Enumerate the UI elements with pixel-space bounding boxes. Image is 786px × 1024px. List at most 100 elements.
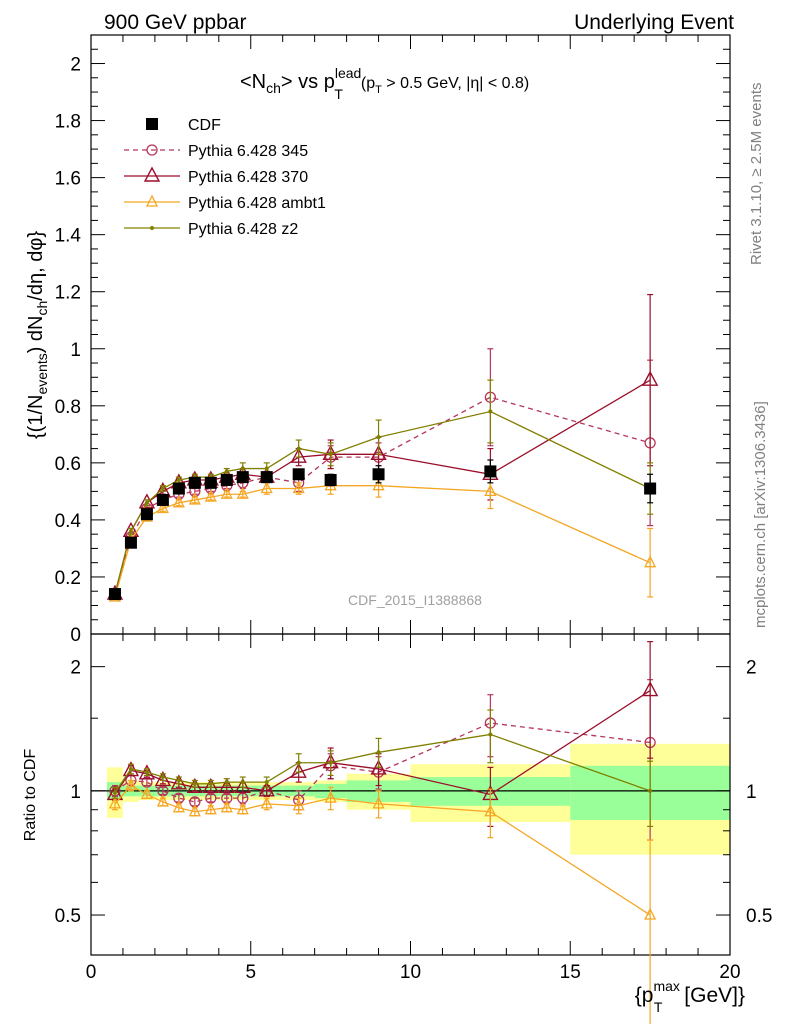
main-point-cdf <box>260 471 273 484</box>
ratio-point-ambt1 <box>140 787 153 800</box>
main-y-tick-label: 1.8 <box>55 112 81 133</box>
ratio-point-z2 <box>208 781 213 786</box>
ratio-point-p370 <box>186 777 204 793</box>
title-lead-sup: lead <box>335 65 361 81</box>
title-n-sub: ch <box>266 80 281 96</box>
mcplots-label: mcplots.cern.ch [arXiv:1306.3436] <box>752 401 769 628</box>
main-y-tick-label: 1.2 <box>55 283 81 304</box>
main-point-z2 <box>224 469 229 474</box>
ratio-point-z2 <box>240 780 245 785</box>
main-y-tick-label: 0 <box>70 625 81 646</box>
ratio-point-z2 <box>488 732 493 737</box>
header-left-label: 900 GeV ppbar <box>104 11 246 34</box>
ratio-point-p370 <box>170 774 188 790</box>
ratio-point-ambt1 <box>484 804 497 817</box>
title-n: <N <box>240 71 266 93</box>
main-point-z2 <box>176 477 181 482</box>
ratio-point-ambt1 <box>236 802 249 815</box>
main-point-cdf <box>236 471 249 484</box>
main-point-cdf <box>644 482 657 495</box>
main-point-cdf <box>220 473 233 486</box>
ratio-point-z2 <box>144 770 149 775</box>
main-y-tick-label: 1.4 <box>55 226 82 247</box>
ratio-point-ambt1 <box>644 907 657 920</box>
main-point-ambt1 <box>188 492 201 505</box>
main-point-ambt1 <box>220 486 233 499</box>
x-tick-label: 0 <box>86 962 97 983</box>
x-tick-label: 5 <box>245 962 256 983</box>
legend-marker-cdf <box>146 118 158 130</box>
main-point-ambt1 <box>204 489 217 502</box>
ratio-point-ambt1 <box>292 798 305 811</box>
main-point-cdf <box>484 465 497 478</box>
main-panel-frame <box>90 34 731 635</box>
legend-label-ambt1: Pythia 6.428 ambt1 <box>188 195 326 212</box>
main-point-p370 <box>370 444 387 460</box>
legend: CDF Pythia 6.428 345 Pythia 6.428 370 Pythi… <box>124 117 326 238</box>
main-point-z2 <box>144 500 149 505</box>
header-right-label: Underlying Event <box>574 11 734 34</box>
main-y-axis-label: {(1/Nevents) dNch/dη, dφ} <box>25 231 50 439</box>
main-point-p370 <box>138 493 156 509</box>
ratio-point-z2 <box>264 780 269 785</box>
ratio-point-p370 <box>234 777 251 793</box>
main-y-tick-label: 2 <box>70 55 81 76</box>
ratio-point-z2 <box>376 750 381 755</box>
main-point-ambt1 <box>156 501 169 514</box>
ratio-point-ambt1 <box>220 800 233 813</box>
ratio-y-axis-label: Ratio to CDF <box>22 749 39 842</box>
main-y-tick-label: 0.8 <box>55 397 81 418</box>
ratio-point-ambt1 <box>108 796 122 809</box>
title-cut-sub: T <box>375 84 382 96</box>
main-point-z2 <box>160 486 165 491</box>
legend-label-z2: Pythia 6.428 z2 <box>188 221 298 238</box>
x-tick-label: 20 <box>719 962 740 983</box>
legend-marker-p370 <box>143 166 161 182</box>
main-point-z2 <box>296 446 301 451</box>
main-point-ambt1 <box>172 495 185 508</box>
ratio-y-tick-label-left: 2 <box>70 658 81 679</box>
main-series-cdf <box>108 459 657 601</box>
x-tick-label: 10 <box>400 962 421 983</box>
x-tick-label: 15 <box>560 962 581 983</box>
ratio-y-tick-label-right: 1 <box>746 782 757 803</box>
ratio-point-z2 <box>128 766 133 771</box>
main-point-p370 <box>641 370 659 386</box>
main-y-tick-label: 1.6 <box>55 169 81 190</box>
ratio-series-p370 <box>106 641 659 827</box>
ratio-point-ambt1 <box>172 800 185 813</box>
ratio-point-ambt1 <box>124 778 137 791</box>
main-point-cdf <box>140 508 153 521</box>
legend-marker-p345 <box>146 144 158 156</box>
ratio-series-ambt1 <box>108 778 657 1024</box>
plot-title: <Nch> vs plead T(pT > 0.5 GeV, |η| < 0.8) <box>240 65 529 102</box>
ratio-point-ambt1 <box>204 802 217 815</box>
ratio-point-z2 <box>176 778 181 783</box>
main-panel: 0 0.2 0.4 0.6 0.8 1 1.2 1.4 1.6 1.8 2 <Nch> vs ple… <box>25 34 731 646</box>
main-y-tick-label: 1 <box>70 340 81 361</box>
ratio-point-ambt1 <box>156 794 169 807</box>
ratio-point-ambt1 <box>372 796 385 809</box>
legend-marker-z2 <box>150 226 154 230</box>
ratio-point-z2 <box>224 780 229 785</box>
ratio-point-z2 <box>648 788 653 793</box>
main-point-ambt1 <box>372 478 385 491</box>
ratio-y-tick-label-left: 0.5 <box>55 906 81 927</box>
main-point-p370 <box>122 521 140 538</box>
title-cut: (p <box>361 75 375 92</box>
main-point-cdf <box>108 588 121 601</box>
legend-marker-ambt1 <box>145 194 159 207</box>
x-axis-label: {pmax T [GeV]} <box>635 978 745 1015</box>
main-point-cdf <box>204 476 217 489</box>
main-point-ambt1 <box>292 481 305 494</box>
ratio-point-ambt1 <box>260 796 273 809</box>
ratio-point-z2 <box>328 760 333 765</box>
ratio-point-p370 <box>641 681 659 697</box>
ratio-point-p370 <box>154 770 172 787</box>
ratio-point-z2 <box>192 781 197 786</box>
ratio-point-p370 <box>138 764 156 780</box>
main-y-tick-label: 0.4 <box>55 511 82 532</box>
legend-label-p370: Pythia 6.428 370 <box>188 169 308 186</box>
main-y-tick-label: 0.2 <box>55 568 81 589</box>
